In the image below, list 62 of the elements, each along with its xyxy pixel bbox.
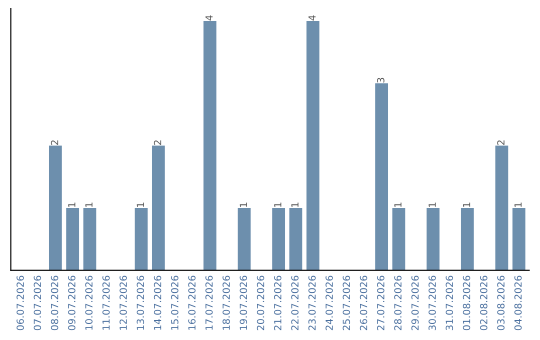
x-tick-label: 24.07.2026 xyxy=(326,276,333,330)
x-tick-label: 17.07.2026 xyxy=(205,276,213,330)
data-label: 4 xyxy=(206,15,213,20)
x-tick-label: 10.07.2026 xyxy=(85,276,93,330)
x-tick-label: 29.07.2026 xyxy=(411,276,419,330)
x-tick-label: 16.07.2026 xyxy=(188,276,196,330)
x-tick-label: 14.07.2026 xyxy=(154,276,162,330)
x-tick-label: 26.07.2026 xyxy=(360,276,368,330)
data-label: 1 xyxy=(274,202,282,207)
bar xyxy=(495,146,508,270)
bar xyxy=(152,146,165,270)
x-tick-label: 20.07.2026 xyxy=(256,276,264,330)
data-label: 2 xyxy=(497,140,504,145)
bar xyxy=(238,208,251,270)
x-tick-label: 23.07.2026 xyxy=(308,276,316,330)
x-tick-label: 02.08.2026 xyxy=(480,276,488,330)
bar xyxy=(83,208,96,270)
bar xyxy=(426,208,440,270)
data-label: 1 xyxy=(514,202,522,207)
x-tick-label: 07.07.2026 xyxy=(34,276,42,330)
bar xyxy=(134,208,148,270)
bar xyxy=(289,208,302,270)
x-tick-label: 27.07.2026 xyxy=(377,276,384,330)
x-tick-label: 21.07.2026 xyxy=(274,276,282,330)
data-label: 1 xyxy=(240,202,247,207)
x-tick-label: 11.07.2026 xyxy=(102,276,110,330)
x-tick-label: 15.07.2026 xyxy=(171,276,178,330)
data-label: 1 xyxy=(428,202,436,207)
bar xyxy=(306,20,320,270)
bar xyxy=(48,146,62,270)
bar xyxy=(512,208,526,270)
x-tick-label: 08.07.2026 xyxy=(50,276,58,330)
x-tick-label: 22.07.2026 xyxy=(291,276,299,330)
x-tick-label: 01.08.2026 xyxy=(462,276,470,330)
x-tick-label: 12.07.2026 xyxy=(120,276,127,330)
data-label: 2 xyxy=(154,140,162,145)
bar xyxy=(272,208,286,270)
data-label: 1 xyxy=(463,202,470,207)
x-tick-label: 13.07.2026 xyxy=(136,276,144,330)
x-tick-label: 25.07.2026 xyxy=(342,276,350,330)
data-label: 1 xyxy=(394,202,402,207)
x-tick-label: 09.07.2026 xyxy=(68,276,76,330)
data-label: 1 xyxy=(136,202,144,207)
bar xyxy=(392,208,406,270)
x-tick-label: 03.08.2026 xyxy=(497,276,505,330)
bar xyxy=(460,208,474,270)
bar xyxy=(203,20,216,270)
x-tick-label: 28.07.2026 xyxy=(394,276,402,330)
x-tick-label: 31.07.2026 xyxy=(446,276,454,330)
x-tick-label: 18.07.2026 xyxy=(222,276,230,330)
x-tick-label: 04.08.2026 xyxy=(514,276,522,330)
x-tick-label: 30.07.2026 xyxy=(428,276,436,330)
bar xyxy=(66,208,80,270)
data-label: 2 xyxy=(50,140,58,145)
data-label: 4 xyxy=(308,15,316,20)
x-tick-label: 06.07.2026 xyxy=(16,276,24,330)
bar xyxy=(375,83,388,270)
data-label: 1 xyxy=(68,202,76,207)
data-label: 1 xyxy=(85,202,92,207)
data-label: 3 xyxy=(377,78,384,83)
x-tick-label: 19.07.2026 xyxy=(240,276,248,330)
data-label: 1 xyxy=(291,202,298,207)
